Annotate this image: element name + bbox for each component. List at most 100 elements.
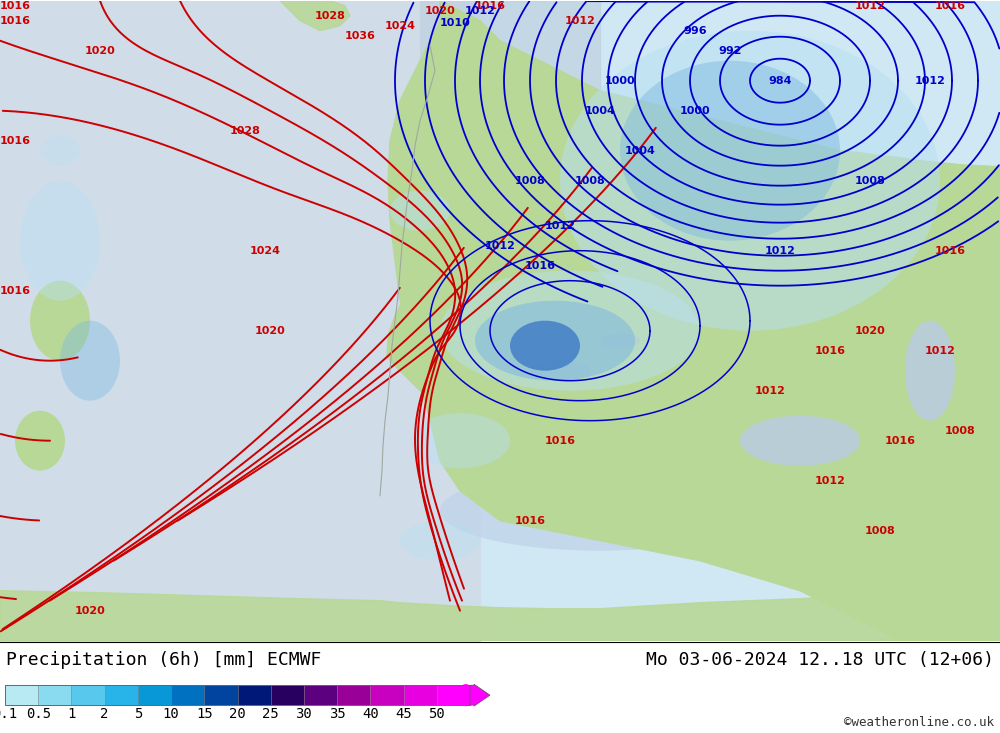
- Text: 1012: 1012: [815, 476, 845, 486]
- Bar: [204, 685, 238, 705]
- Bar: [138, 685, 171, 705]
- Bar: [238, 685, 271, 705]
- Bar: [337, 685, 370, 705]
- Text: 1012: 1012: [565, 15, 595, 26]
- Text: 996: 996: [683, 26, 707, 36]
- Text: 1024: 1024: [250, 246, 280, 256]
- Text: 1008: 1008: [515, 176, 545, 185]
- Text: 1016: 1016: [475, 1, 506, 11]
- Ellipse shape: [740, 416, 860, 465]
- Text: 1016: 1016: [934, 246, 966, 256]
- Text: 15: 15: [196, 707, 213, 721]
- Text: 1: 1: [67, 707, 76, 721]
- Text: Precipitation (6h) [mm] ECMWF: Precipitation (6h) [mm] ECMWF: [6, 652, 321, 669]
- Polygon shape: [424, 81, 465, 151]
- Text: 5: 5: [134, 707, 142, 721]
- Text: 1012: 1012: [855, 1, 885, 11]
- Text: 1016: 1016: [814, 346, 846, 356]
- Ellipse shape: [560, 31, 940, 331]
- Text: 0.5: 0.5: [26, 707, 51, 721]
- Text: 1028: 1028: [315, 11, 345, 21]
- Text: 1016: 1016: [0, 286, 30, 295]
- Bar: [5, 685, 470, 705]
- Ellipse shape: [620, 61, 840, 240]
- Text: 1024: 1024: [384, 21, 416, 31]
- Text: 1020: 1020: [75, 605, 105, 616]
- Bar: [171, 685, 204, 705]
- Ellipse shape: [60, 321, 120, 401]
- Text: 2: 2: [100, 707, 109, 721]
- Text: 1016: 1016: [0, 1, 30, 11]
- Text: 1012: 1012: [915, 75, 945, 86]
- Text: 1012: 1012: [545, 221, 575, 231]
- Text: 10: 10: [163, 707, 179, 721]
- Text: 30: 30: [296, 707, 312, 721]
- Text: 1012: 1012: [765, 246, 795, 256]
- Bar: [437, 685, 470, 705]
- Text: 992: 992: [718, 45, 742, 56]
- Text: 1016: 1016: [934, 1, 966, 11]
- Polygon shape: [0, 589, 1000, 641]
- Text: 1016: 1016: [514, 516, 546, 526]
- Text: 1008: 1008: [855, 176, 885, 185]
- Text: ©weatheronline.co.uk: ©weatheronline.co.uk: [844, 716, 994, 729]
- Bar: [38, 685, 71, 705]
- Text: 1020: 1020: [425, 6, 455, 15]
- Ellipse shape: [475, 301, 635, 380]
- Text: 1016: 1016: [544, 435, 576, 446]
- Ellipse shape: [20, 181, 100, 301]
- Bar: [404, 685, 437, 705]
- Text: 1010: 1010: [440, 18, 470, 28]
- Text: 1000: 1000: [680, 106, 710, 116]
- Text: 50: 50: [428, 707, 445, 721]
- Bar: [5, 685, 38, 705]
- Text: 1016: 1016: [0, 15, 30, 26]
- Polygon shape: [280, 1, 350, 31]
- Ellipse shape: [40, 136, 80, 166]
- Text: 1016: 1016: [524, 261, 556, 270]
- Text: 40: 40: [362, 707, 379, 721]
- Ellipse shape: [410, 413, 510, 468]
- Text: 1016: 1016: [0, 136, 30, 146]
- Text: 45: 45: [395, 707, 412, 721]
- Polygon shape: [406, 96, 424, 130]
- Text: 0.1: 0.1: [0, 707, 18, 721]
- Text: 1004: 1004: [625, 146, 655, 155]
- Text: 984: 984: [768, 75, 792, 86]
- Bar: [271, 685, 304, 705]
- Ellipse shape: [440, 270, 700, 391]
- Text: 1012: 1012: [485, 240, 515, 251]
- Bar: [105, 685, 138, 705]
- Bar: [304, 685, 337, 705]
- Text: 1012: 1012: [465, 6, 495, 15]
- Text: 1000: 1000: [605, 75, 635, 86]
- Bar: [71, 685, 105, 705]
- Text: 1008: 1008: [575, 176, 605, 185]
- Ellipse shape: [15, 410, 65, 471]
- Polygon shape: [387, 270, 530, 413]
- Text: 1004: 1004: [585, 106, 615, 116]
- Text: 25: 25: [262, 707, 279, 721]
- Ellipse shape: [905, 321, 955, 421]
- Text: 1020: 1020: [255, 325, 285, 336]
- Ellipse shape: [510, 321, 580, 371]
- Text: 1012: 1012: [925, 346, 955, 356]
- Polygon shape: [388, 1, 1000, 641]
- Text: 35: 35: [329, 707, 346, 721]
- Ellipse shape: [390, 191, 450, 231]
- Ellipse shape: [400, 520, 480, 561]
- Text: 1028: 1028: [230, 125, 260, 136]
- Text: 1020: 1020: [85, 45, 115, 56]
- Ellipse shape: [530, 361, 590, 380]
- Text: 1036: 1036: [345, 31, 375, 41]
- FancyArrow shape: [470, 684, 490, 706]
- Text: 1008: 1008: [945, 426, 975, 435]
- Text: 1008: 1008: [865, 526, 895, 536]
- Text: 20: 20: [229, 707, 246, 721]
- Text: Mo 03-06-2024 12..18 UTC (12+06): Mo 03-06-2024 12..18 UTC (12+06): [646, 652, 994, 669]
- Text: 1020: 1020: [855, 325, 885, 336]
- Text: 1012: 1012: [755, 386, 785, 396]
- Text: 1016: 1016: [885, 435, 916, 446]
- Bar: [370, 685, 404, 705]
- Ellipse shape: [600, 334, 640, 348]
